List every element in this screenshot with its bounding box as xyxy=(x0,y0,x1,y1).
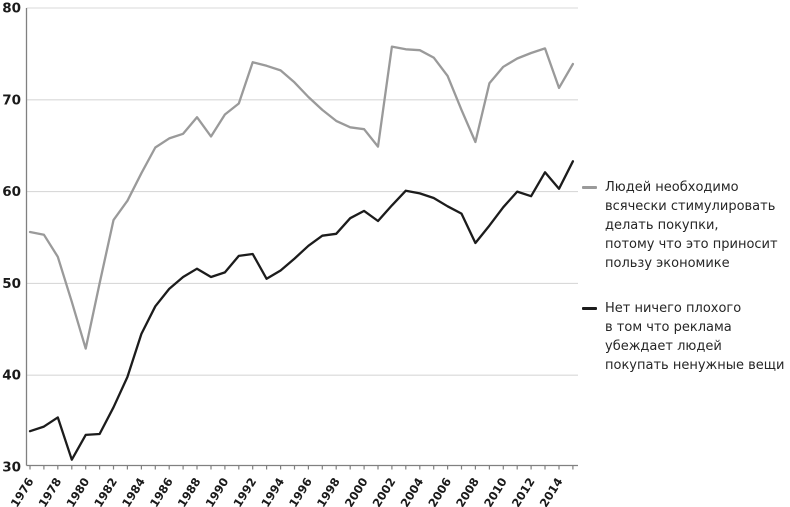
svg-text:1982: 1982 xyxy=(91,475,120,507)
series-line-black xyxy=(28,160,575,461)
svg-text:2014: 2014 xyxy=(537,475,566,507)
svg-text:2010: 2010 xyxy=(481,475,510,507)
svg-text:70: 70 xyxy=(2,92,21,108)
series-line-gray xyxy=(28,45,575,350)
legend-item-nothing-wrong-ads: Нет ничего плохого в том что реклама убе… xyxy=(582,299,788,375)
svg-text:1980: 1980 xyxy=(63,475,92,507)
svg-text:1996: 1996 xyxy=(286,475,315,507)
series-black-line-swatch xyxy=(582,307,597,310)
gridlines xyxy=(26,7,578,376)
svg-text:40: 40 xyxy=(2,368,21,384)
legend: Людей необходимо всячески стимулировать … xyxy=(582,178,788,375)
svg-text:1994: 1994 xyxy=(258,475,287,507)
svg-text:2008: 2008 xyxy=(453,475,482,507)
svg-text:1986: 1986 xyxy=(147,475,176,507)
svg-text:1992: 1992 xyxy=(230,475,259,507)
legend-label: Нет ничего плохого в том что реклама убе… xyxy=(605,301,785,373)
svg-text:2004: 2004 xyxy=(398,475,427,507)
svg-text:2002: 2002 xyxy=(370,475,399,507)
svg-text:80: 80 xyxy=(2,1,21,17)
svg-text:2006: 2006 xyxy=(425,475,454,507)
svg-text:30: 30 xyxy=(2,460,21,476)
legend-label: Людей необходимо всячески стимулировать … xyxy=(605,180,778,271)
y-axis-labels: 30 40 50 60 70 80 xyxy=(2,1,21,476)
series-gray-line-swatch xyxy=(582,186,597,189)
x-axis-ticks xyxy=(29,465,574,470)
svg-text:1978: 1978 xyxy=(36,475,65,507)
svg-text:2000: 2000 xyxy=(342,475,371,507)
svg-text:1988: 1988 xyxy=(175,475,204,507)
svg-text:1998: 1998 xyxy=(314,475,343,507)
svg-text:1990: 1990 xyxy=(203,475,232,507)
svg-text:1976: 1976 xyxy=(8,475,37,507)
svg-text:60: 60 xyxy=(2,184,21,200)
legend-item-stimulate-purchases: Людей необходимо всячески стимулировать … xyxy=(582,178,788,273)
svg-text:1984: 1984 xyxy=(119,475,148,507)
svg-text:2012: 2012 xyxy=(509,475,538,507)
axes xyxy=(25,8,578,467)
svg-text:50: 50 xyxy=(2,276,21,292)
